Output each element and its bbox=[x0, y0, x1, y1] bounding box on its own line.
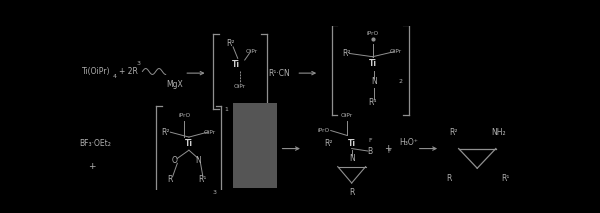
Text: Ti(OiPr): Ti(OiPr) bbox=[82, 67, 110, 76]
Text: B: B bbox=[368, 147, 373, 156]
Text: R²: R² bbox=[450, 128, 458, 137]
Text: BF₃·OEt₂: BF₃·OEt₂ bbox=[80, 139, 112, 148]
Text: OiPr: OiPr bbox=[341, 113, 353, 118]
Text: 1: 1 bbox=[224, 107, 228, 112]
Text: Ti: Ti bbox=[368, 59, 377, 68]
Text: OiPr: OiPr bbox=[234, 84, 246, 89]
Text: R: R bbox=[349, 188, 355, 197]
Text: 4: 4 bbox=[113, 74, 117, 79]
Text: iPrO: iPrO bbox=[367, 31, 379, 36]
Text: + 2R: + 2R bbox=[119, 67, 138, 76]
Text: R¹: R¹ bbox=[501, 174, 509, 183]
Text: N: N bbox=[349, 154, 355, 163]
Text: R²: R² bbox=[227, 39, 235, 48]
Bar bbox=[233, 103, 277, 188]
Text: iPrO: iPrO bbox=[318, 128, 330, 133]
Text: OiPr: OiPr bbox=[245, 49, 258, 54]
Text: R²: R² bbox=[324, 139, 332, 148]
Text: R²: R² bbox=[161, 128, 170, 137]
Text: H₃O⁺: H₃O⁺ bbox=[400, 138, 418, 147]
Text: F: F bbox=[387, 149, 391, 154]
Text: iPrO: iPrO bbox=[178, 113, 190, 118]
Text: R: R bbox=[167, 175, 173, 184]
Text: 3: 3 bbox=[137, 61, 141, 66]
Text: Ti: Ti bbox=[347, 139, 356, 148]
Text: 3: 3 bbox=[212, 190, 217, 195]
Text: +: + bbox=[88, 162, 96, 171]
Text: R²: R² bbox=[342, 49, 350, 58]
Text: O: O bbox=[172, 155, 178, 165]
Text: 2: 2 bbox=[398, 79, 403, 84]
Text: MgX: MgX bbox=[166, 80, 183, 89]
Text: R⁴: R⁴ bbox=[368, 98, 377, 107]
Text: +: + bbox=[384, 144, 391, 153]
Text: NH₂: NH₂ bbox=[491, 128, 505, 137]
Text: R¹: R¹ bbox=[199, 175, 207, 184]
Text: R: R bbox=[446, 174, 452, 183]
Text: Ti: Ti bbox=[232, 60, 239, 69]
Text: OiPr: OiPr bbox=[390, 49, 402, 54]
Text: R¹·CN: R¹·CN bbox=[268, 69, 290, 78]
Text: Ti: Ti bbox=[185, 139, 193, 148]
Text: N: N bbox=[196, 155, 201, 165]
Text: OiPr: OiPr bbox=[204, 130, 216, 135]
Text: N: N bbox=[371, 77, 377, 86]
Text: F: F bbox=[368, 138, 372, 143]
